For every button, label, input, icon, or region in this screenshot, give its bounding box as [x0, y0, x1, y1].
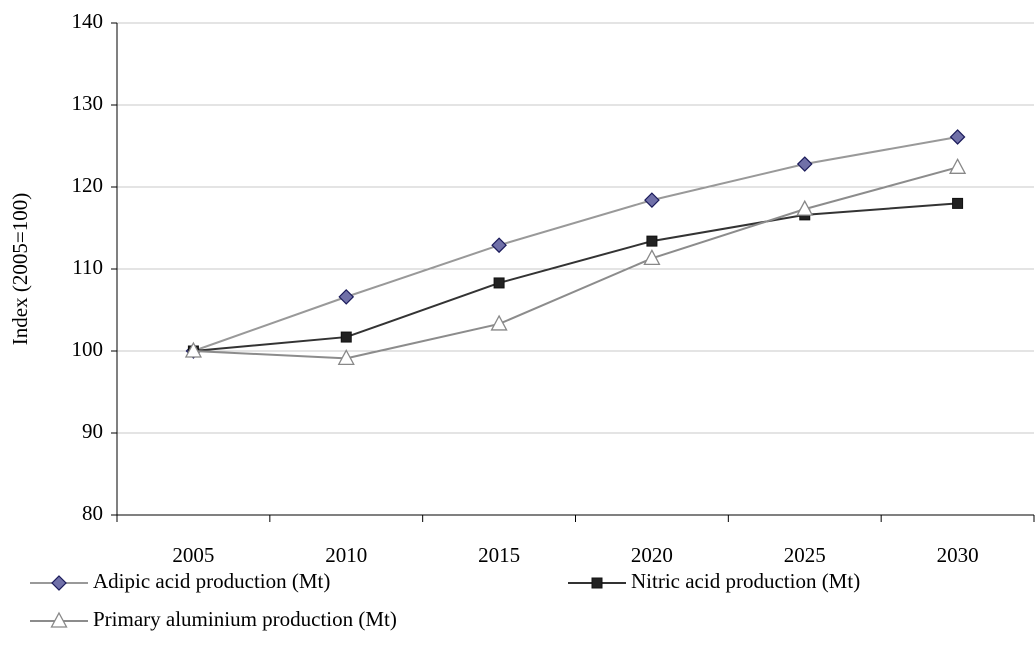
- marker: [491, 237, 507, 254]
- series-line: [193, 202, 958, 352]
- marker: [948, 157, 967, 174]
- marker: [796, 199, 814, 216]
- y-tick-label: 120: [72, 173, 104, 197]
- series-line: [193, 166, 958, 360]
- series-line: [193, 135, 958, 352]
- x-tick-label: 2025: [784, 543, 826, 567]
- x-tick-label: 2010: [325, 543, 367, 567]
- x-tick-label: 2030: [937, 543, 979, 567]
- x-tick-label: 2005: [172, 543, 214, 567]
- marker: [184, 341, 203, 358]
- marker: [338, 289, 355, 305]
- legend-label: Primary aluminium production (Mt): [93, 607, 397, 631]
- marker: [646, 235, 658, 247]
- legend-label: Nitric acid production (Mt): [631, 569, 860, 593]
- legend-marker: [50, 611, 68, 628]
- marker: [644, 192, 660, 208]
- y-axis-label: Index (2005=100): [8, 193, 32, 345]
- y-tick-label: 80: [82, 501, 103, 525]
- marker: [340, 331, 352, 343]
- legend-marker: [51, 575, 67, 591]
- x-tick-label: 2020: [631, 543, 673, 567]
- y-tick-label: 90: [82, 419, 103, 443]
- x-tick-label: 2015: [478, 543, 520, 567]
- marker: [952, 197, 964, 209]
- y-tick-label: 110: [72, 255, 103, 279]
- legend-marker: [591, 577, 603, 589]
- marker: [490, 314, 508, 331]
- marker: [796, 156, 813, 172]
- marker: [493, 277, 505, 289]
- marker: [337, 349, 355, 366]
- legend-label: Adipic acid production (Mt): [93, 569, 330, 593]
- y-tick-label: 130: [72, 91, 104, 115]
- y-tick-label: 140: [72, 9, 104, 33]
- marker: [949, 129, 966, 145]
- marker: [643, 248, 661, 265]
- y-tick-label: 100: [72, 337, 104, 361]
